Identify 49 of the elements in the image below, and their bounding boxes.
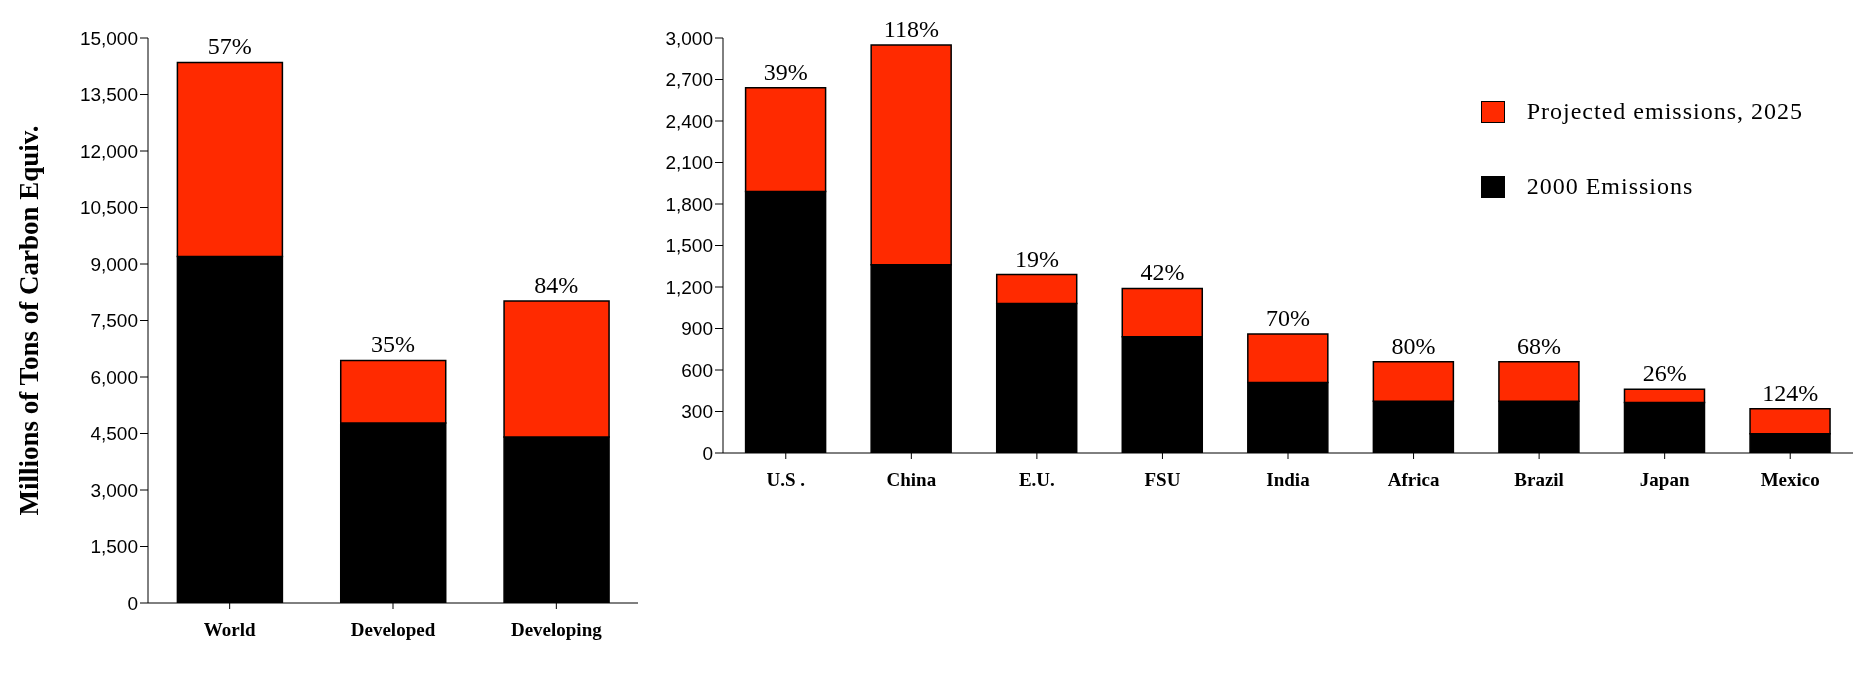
annotation: 26%: [1642, 360, 1687, 387]
y-tick-label: 1,800: [665, 193, 713, 215]
x-tick-label: Mexico: [1760, 469, 1820, 491]
y-tick-label: 4,500: [90, 423, 138, 445]
annotation: 118%: [883, 15, 939, 42]
annotation: 68%: [1517, 332, 1562, 359]
annotation: 35%: [371, 331, 415, 358]
y-tick-label: 300: [681, 401, 713, 423]
x-tick-label: E.U.: [1018, 469, 1055, 491]
y-tick-label: 3,000: [90, 479, 138, 501]
y-tick-label: 600: [681, 359, 713, 381]
x-tick-label: World: [203, 619, 256, 641]
x-tick-label: Developed: [350, 619, 436, 641]
annotation: 124%: [1762, 379, 1819, 406]
annotation: 42%: [1140, 259, 1185, 286]
x-tick-label: U.S .: [766, 469, 806, 491]
x-tick-label: Brazil: [1514, 469, 1564, 491]
y-tick-label: 900: [681, 318, 713, 340]
annotation: 80%: [1391, 332, 1436, 359]
x-tick-label: Africa: [1387, 469, 1440, 491]
y-tick-label: 2,100: [665, 152, 713, 174]
legend-label: Projected emissions, 2025: [1526, 98, 1803, 125]
x-tick-label: FSU: [1144, 469, 1181, 491]
y-axis-title: Millions of Tons of Carbon Equiv.: [13, 125, 44, 516]
y-tick-label: 2,400: [665, 110, 713, 132]
annotation: 39%: [763, 58, 808, 85]
annotation: 84%: [534, 271, 579, 298]
x-tick-label: Japan: [1639, 469, 1690, 491]
y-tick-label: 1,500: [90, 536, 138, 558]
y-tick-label: 3,000: [665, 27, 713, 49]
y-tick-label: 15,000: [79, 27, 138, 49]
y-tick-label: 0: [127, 592, 138, 614]
y-tick-label: 1,200: [665, 276, 713, 298]
y-tick-label: 2,700: [665, 69, 713, 91]
y-tick-label: 9,000: [90, 253, 138, 275]
x-tick-label: India: [1266, 469, 1311, 491]
annotation: 57%: [207, 33, 252, 60]
y-tick-label: 12,000: [79, 140, 138, 162]
annotation: 19%: [1014, 245, 1059, 272]
y-tick-label: 1,500: [665, 235, 713, 257]
x-tick-label: China: [886, 469, 937, 491]
y-tick-label: 13,500: [79, 84, 138, 106]
y-tick-label: 0: [702, 442, 713, 464]
x-tick-label: Developing: [510, 619, 603, 641]
y-tick-label: 6,000: [90, 366, 138, 388]
y-tick-label: 7,500: [90, 310, 138, 332]
legend-label: 2000 Emissions: [1526, 173, 1694, 200]
y-tick-label: 10,500: [79, 197, 138, 219]
annotation: 70%: [1266, 305, 1310, 332]
